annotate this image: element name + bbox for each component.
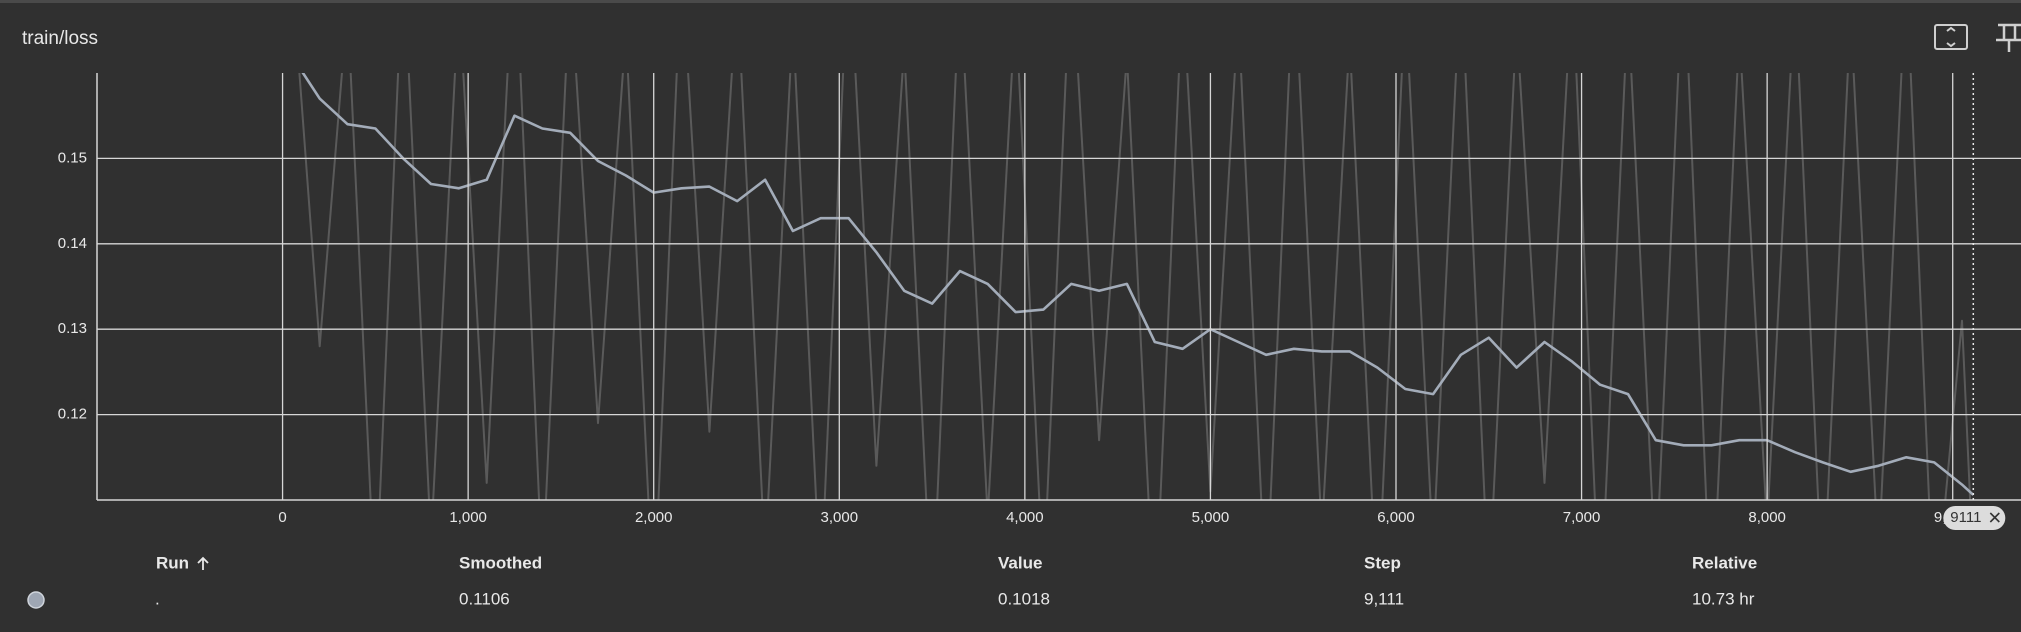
- table-header: Run Smoothed Value Step Relative: [156, 553, 1757, 572]
- column-header[interactable]: Step: [1364, 553, 1401, 572]
- cell: 10.73 hr: [1692, 589, 1755, 608]
- top-border: [0, 0, 2021, 3]
- cursor-close[interactable]: [1989, 512, 2000, 523]
- column-header[interactable]: Smoothed: [459, 553, 542, 572]
- x-tick-label: 6,000: [1377, 509, 1415, 526]
- x-tick-label: 0: [278, 509, 286, 526]
- cell: 0.1106: [459, 589, 510, 608]
- smoothed-line: [301, 73, 1975, 496]
- plot-area: [97, 73, 2021, 500]
- fit-icon[interactable]: [1934, 24, 1968, 50]
- column-header[interactable]: Relative: [1692, 553, 1757, 572]
- x-tick-label: 2,000: [635, 509, 673, 526]
- y-tick-label: 0.12: [58, 406, 87, 423]
- cell: .: [155, 589, 160, 608]
- cursor-badge: [1943, 506, 2006, 530]
- table-row: . 0.1106 0.1018 9,111 10.73 hr: [27, 589, 1755, 609]
- x-tick-label: 1,000: [449, 509, 487, 526]
- series-layer: [298, 73, 1975, 500]
- pin-icon[interactable]: [1996, 23, 2021, 52]
- column-header[interactable]: Value: [998, 553, 1042, 572]
- card-title: train/loss: [22, 28, 98, 49]
- run-color: [27, 591, 45, 609]
- cell: 0.1018: [998, 589, 1050, 608]
- grid-layer: [97, 73, 2021, 500]
- plot: [97, 73, 2021, 500]
- x-tick-label: 8,000: [1748, 509, 1786, 526]
- x-tick-label: 7,000: [1563, 509, 1601, 526]
- sort-arrow: [197, 556, 209, 570]
- x-tick-label: 5,000: [1192, 509, 1230, 526]
- y-tick-label: 0.13: [58, 320, 87, 337]
- raw-line: [298, 73, 1972, 500]
- x-tick-label: 4,000: [1006, 509, 1044, 526]
- x-tick-label: 3,000: [821, 509, 859, 526]
- cursor-label: 9111: [1950, 509, 1981, 526]
- column-header[interactable]: Run: [156, 553, 189, 572]
- y-tick-label: 0.15: [58, 149, 87, 166]
- cell: 9,111: [1364, 589, 1404, 608]
- y-tick-label: 0.14: [58, 235, 87, 252]
